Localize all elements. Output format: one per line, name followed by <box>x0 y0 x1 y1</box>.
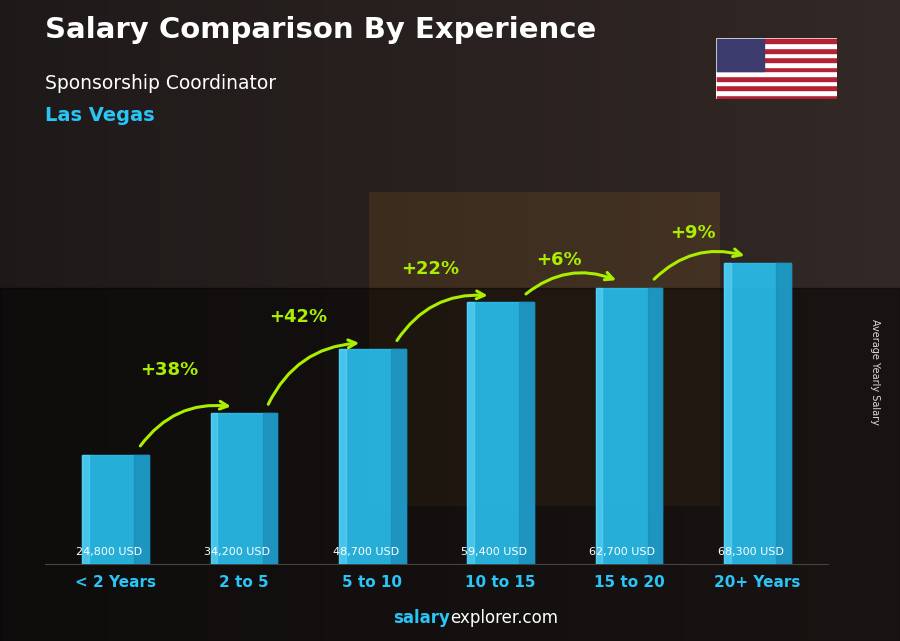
Text: 24,800 USD: 24,800 USD <box>76 547 142 558</box>
Bar <box>211 413 277 564</box>
Bar <box>467 303 474 564</box>
Text: salary: salary <box>393 609 450 627</box>
Bar <box>519 303 534 564</box>
Bar <box>716 67 837 71</box>
Bar <box>716 62 837 67</box>
Bar <box>716 95 837 99</box>
Bar <box>716 48 837 53</box>
Bar <box>339 349 406 564</box>
Bar <box>0 288 900 641</box>
Bar <box>339 349 346 564</box>
Bar <box>716 71 837 76</box>
FancyArrowPatch shape <box>397 291 484 340</box>
Bar <box>776 263 791 564</box>
Text: Average Yearly Salary: Average Yearly Salary <box>869 319 880 425</box>
Bar <box>716 38 837 43</box>
Bar <box>716 57 837 62</box>
Text: +9%: +9% <box>670 224 716 242</box>
Bar <box>716 38 764 71</box>
Text: 34,200 USD: 34,200 USD <box>204 547 270 558</box>
Text: Salary Comparison By Experience: Salary Comparison By Experience <box>45 16 596 44</box>
Bar <box>716 90 837 95</box>
Text: 48,700 USD: 48,700 USD <box>332 547 399 558</box>
FancyArrowPatch shape <box>140 401 228 446</box>
Text: 62,700 USD: 62,700 USD <box>590 547 655 558</box>
Bar <box>724 263 731 564</box>
Bar <box>596 288 662 564</box>
FancyArrowPatch shape <box>654 249 742 279</box>
Bar <box>134 455 149 564</box>
FancyArrowPatch shape <box>526 272 613 294</box>
Bar <box>263 413 277 564</box>
Bar <box>82 455 89 564</box>
Bar <box>211 413 217 564</box>
Text: explorer.com: explorer.com <box>450 609 558 627</box>
Bar <box>596 288 602 564</box>
Text: 59,400 USD: 59,400 USD <box>461 547 526 558</box>
Bar <box>467 303 534 564</box>
Bar <box>716 81 837 85</box>
Bar <box>716 43 837 48</box>
Text: Sponsorship Coordinator: Sponsorship Coordinator <box>45 74 276 93</box>
Bar <box>648 288 662 564</box>
Bar <box>391 349 406 564</box>
Text: Las Vegas: Las Vegas <box>45 106 155 125</box>
Bar <box>716 53 837 57</box>
Text: +42%: +42% <box>269 308 327 326</box>
Text: +38%: +38% <box>140 361 199 379</box>
Bar <box>716 85 837 90</box>
Bar <box>82 455 149 564</box>
Text: +6%: +6% <box>536 251 581 269</box>
Bar <box>716 76 837 81</box>
Text: +22%: +22% <box>401 260 459 278</box>
Bar <box>724 263 791 564</box>
Text: 68,300 USD: 68,300 USD <box>717 547 784 558</box>
FancyArrowPatch shape <box>268 340 356 404</box>
